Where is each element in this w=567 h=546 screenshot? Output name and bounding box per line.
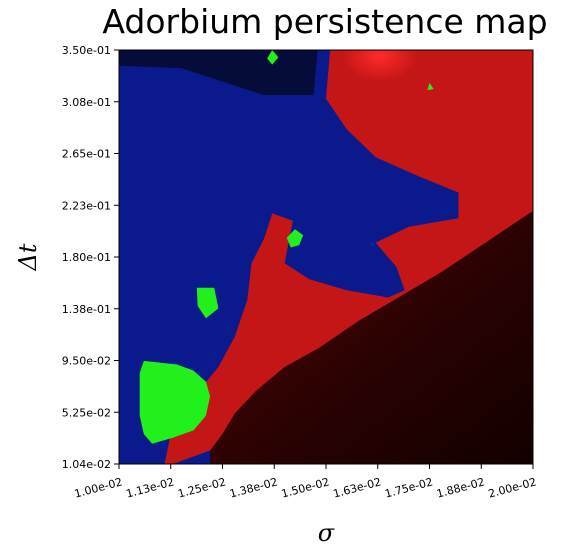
y-tick-label: 1.38e-01 [62, 303, 111, 316]
x-tick-label: 1.13e-02 [125, 475, 176, 500]
x-tick-label: 1.00e-02 [73, 475, 124, 500]
y-axis-label: Δt [14, 243, 42, 271]
y-tick-label: 9.50e-02 [62, 355, 111, 368]
x-tick-label: 1.75e-02 [383, 475, 434, 500]
region-dark-red-3 [210, 210, 533, 464]
y-tick-label: 1.04e-02 [62, 458, 111, 471]
chart-title: Adorbium persistence map [102, 2, 548, 41]
region-green-patch-6 [286, 229, 304, 248]
x-axis-label: σ [318, 519, 335, 546]
region-green-patch-7 [267, 50, 279, 65]
region-layer [119, 50, 533, 464]
x-tick-label: 2.00e-02 [487, 475, 538, 500]
region-red-2 [164, 50, 533, 464]
y-tick-label: 1.80e-01 [62, 251, 111, 264]
y-tick-label: 2.65e-01 [62, 148, 111, 161]
x-axis: 1.00e-02 1.13e-02 1.25e-02 1.38e-02 1.50e-02… [73, 464, 538, 501]
y-axis: 1.04e-02 5.25e-02 9.50e-02 1.38e-01 1.80e-01… [62, 44, 119, 471]
x-tick-label: 1.25e-02 [176, 475, 227, 500]
region-bright-red-glow [341, 50, 418, 83]
region-green-patch-5 [196, 287, 219, 319]
plot-area [119, 50, 533, 464]
x-tick-label: 1.50e-02 [280, 475, 331, 500]
region-green-patch-4 [139, 360, 211, 444]
y-tick-label: 5.25e-02 [62, 406, 111, 419]
x-tick-label: 1.38e-02 [228, 475, 279, 500]
y-tick-label: 2.23e-01 [62, 199, 111, 212]
region-blue-1 [119, 50, 459, 464]
region-green-patch-8 [427, 82, 434, 91]
x-tick-label: 1.88e-02 [435, 475, 486, 500]
y-tick-label: 3.08e-01 [62, 96, 111, 109]
y-tick-label: 3.50e-01 [62, 44, 111, 57]
region-dark-navy-0 [119, 50, 318, 96]
x-tick-label: 1.63e-02 [332, 475, 383, 500]
